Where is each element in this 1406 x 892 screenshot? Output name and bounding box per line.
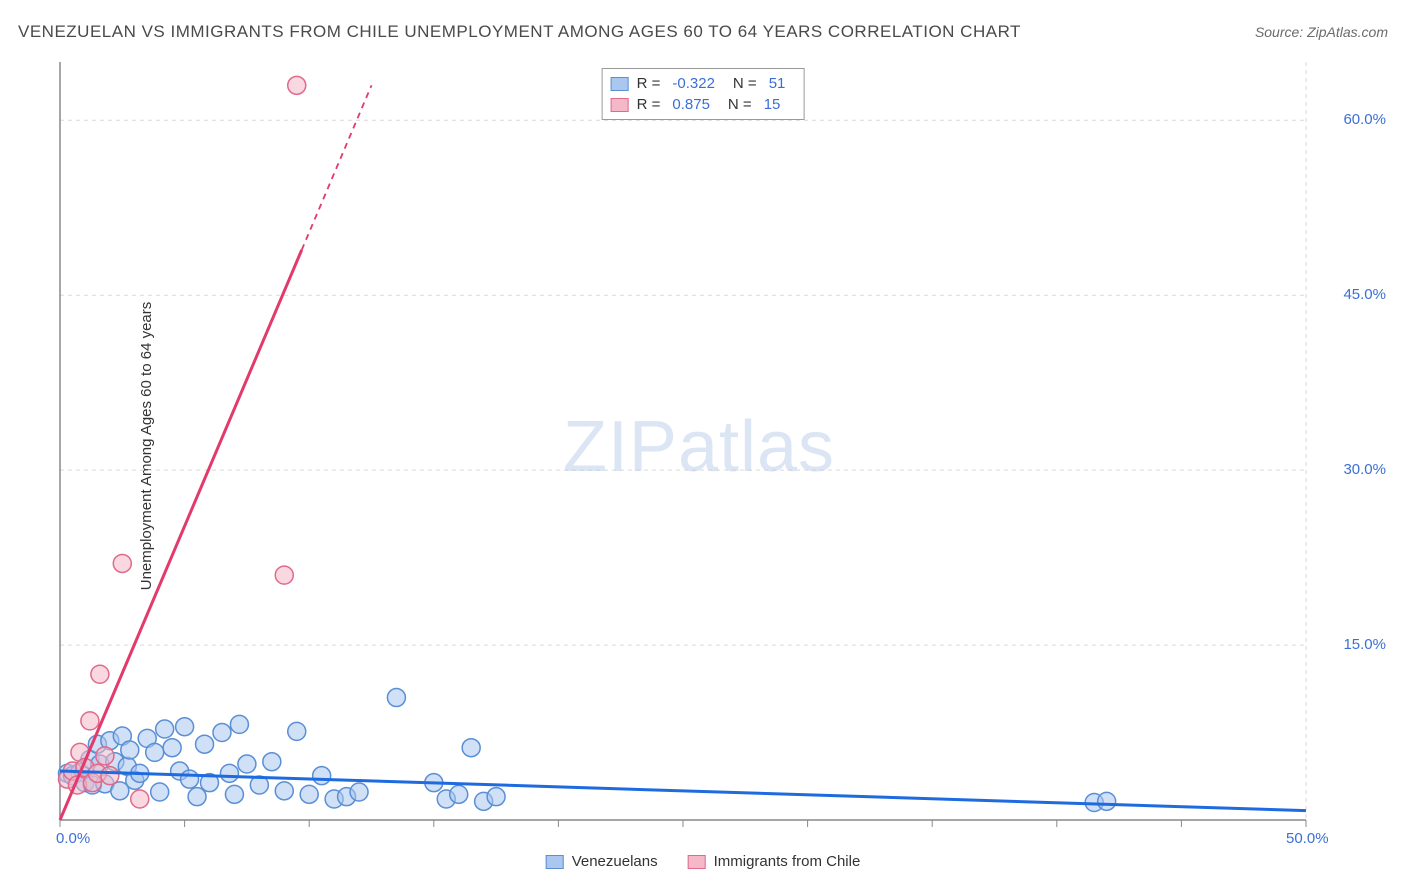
chart-title: VENEZUELAN VS IMMIGRANTS FROM CHILE UNEM… — [18, 22, 1021, 42]
r-label: R = — [637, 96, 661, 113]
legend-label-chile: Immigrants from Chile — [714, 853, 861, 870]
swatch-chile — [688, 855, 706, 869]
legend-item-venezuelans: Venezuelans — [546, 853, 658, 870]
correlation-legend: R = -0.322 N = 51 R = 0.875 N = 15 — [602, 68, 805, 120]
swatch-venezuelans — [611, 77, 629, 91]
r-label: R = — [637, 75, 661, 92]
n-value-venezuelans: 51 — [769, 75, 786, 92]
y-tick-label: 30.0% — [1343, 461, 1386, 478]
legend-row-venezuelans: R = -0.322 N = 51 — [611, 73, 796, 94]
chart-container: VENEZUELAN VS IMMIGRANTS FROM CHILE UNEM… — [0, 0, 1406, 892]
x-tick-label: 50.0% — [1286, 830, 1329, 847]
legend-row-chile: R = 0.875 N = 15 — [611, 94, 796, 115]
swatch-chile — [611, 98, 629, 112]
r-value-venezuelans: -0.322 — [672, 75, 715, 92]
source-attribution: Source: ZipAtlas.com — [1255, 24, 1388, 40]
n-label: N = — [733, 75, 757, 92]
y-tick-label: 60.0% — [1343, 111, 1386, 128]
plot-area: ZIPatlas — [54, 62, 1344, 832]
r-value-chile: 0.875 — [672, 96, 710, 113]
legend-item-chile: Immigrants from Chile — [688, 853, 861, 870]
legend-label-venezuelans: Venezuelans — [572, 853, 658, 870]
y-tick-label: 15.0% — [1343, 636, 1386, 653]
chart-svg — [54, 62, 1344, 832]
series-legend: Venezuelans Immigrants from Chile — [546, 853, 861, 870]
x-tick-label: 0.0% — [56, 830, 90, 847]
n-value-chile: 15 — [764, 96, 781, 113]
swatch-venezuelans — [546, 855, 564, 869]
y-tick-label: 45.0% — [1343, 286, 1386, 303]
n-label: N = — [728, 96, 752, 113]
